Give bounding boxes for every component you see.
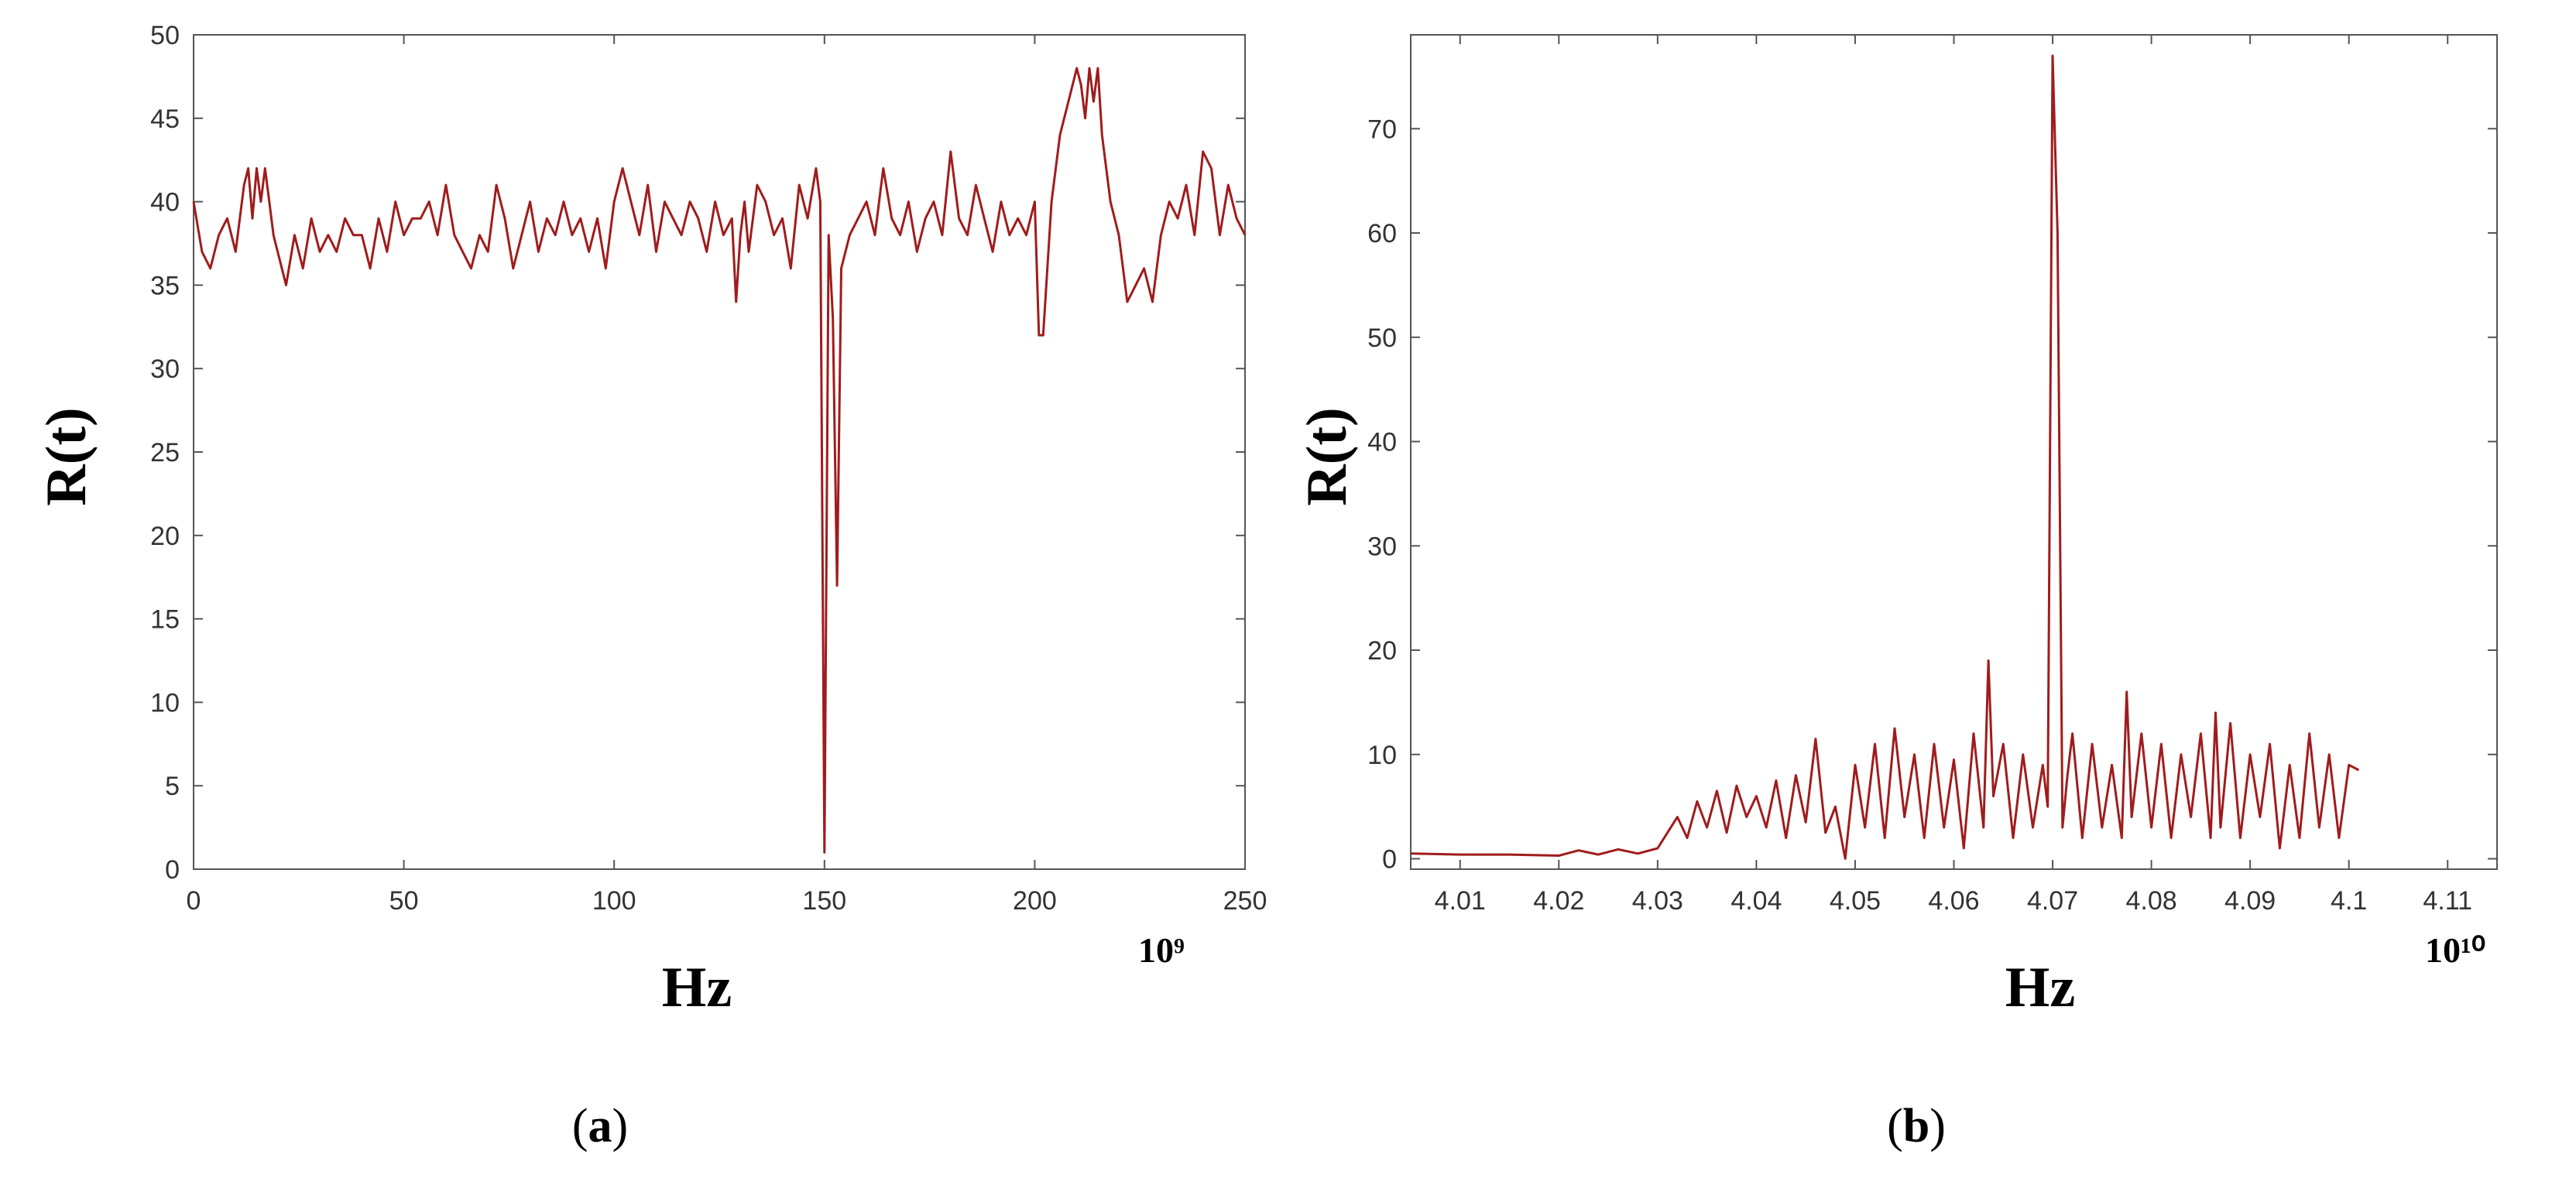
y-tick-label: 10 — [1367, 741, 1397, 770]
y-tick-label: 20 — [1367, 636, 1397, 666]
plot-frame — [1410, 34, 2498, 870]
plot-frame — [193, 34, 1246, 870]
x-tick-label: 4.02 — [1533, 886, 1584, 916]
y-axis-title: R(t) — [1295, 407, 1359, 505]
panel-label-open: ( — [572, 1100, 588, 1152]
y-tick-label: 50 — [150, 21, 180, 50]
x-axis-title: Hz — [662, 956, 732, 1019]
series-line-0 — [192, 67, 1247, 854]
panel-label-close: ) — [612, 1100, 629, 1152]
y-tick-label: 35 — [150, 271, 180, 300]
y-tick-label: 40 — [1367, 428, 1397, 457]
y-tick-label: 70 — [1367, 115, 1397, 144]
y-tick-label: 50 — [1367, 324, 1397, 353]
y-tick-label: 5 — [165, 772, 180, 801]
y-tick-label: 0 — [1382, 845, 1397, 875]
x-tick-label: 4.03 — [1632, 886, 1683, 916]
y-tick-label: 45 — [150, 104, 180, 134]
x-tick-label: 150 — [802, 886, 846, 916]
x-tick-label: 4.08 — [2125, 886, 2176, 916]
x-tick-label: 4.06 — [1928, 886, 1979, 916]
x-tick-label: 4.04 — [1730, 886, 1782, 916]
y-tick-label: 0 — [165, 855, 180, 885]
x-tick-label: 4.1 — [2331, 886, 2367, 916]
x-tick-label: 4.05 — [1830, 886, 1881, 916]
y-tick-label: 30 — [1367, 532, 1397, 561]
panel-b-chart: 4.01 4.02 4.03 4.04 4.05 4.06 4.07 4.08 4.09 4.1 4… — [1295, 34, 2498, 1152]
panel-a-chart: 0 50 100 150 200 250 0 5 10 15 20 25 30 35 40 45 50 Hz R(t… — [35, 21, 1267, 1152]
panel-label: (a) — [572, 1100, 628, 1152]
y-tick-label: 30 — [150, 354, 180, 384]
y-tick-label: 60 — [1367, 219, 1397, 248]
x-tick-label: 50 — [389, 886, 419, 916]
y-tick-label: 25 — [150, 438, 180, 467]
x-tick-label: 100 — [592, 886, 636, 916]
y-axis-title: R(t) — [35, 407, 98, 505]
panel-label: (b) — [1887, 1100, 1946, 1152]
x-axis-multiplier: 10¹⁰ — [2425, 930, 2485, 970]
x-tick-label: 4.11 — [2423, 886, 2472, 916]
panel-label-letter: b — [1903, 1100, 1929, 1152]
panel-label-letter: a — [588, 1100, 612, 1152]
x-tick-label: 4.01 — [1435, 886, 1486, 916]
x-tick-label: 0 — [187, 886, 201, 916]
panel-label-close: ) — [1929, 1100, 1946, 1152]
series-line-0 — [1410, 54, 2360, 860]
y-tick-label: 40 — [150, 188, 180, 217]
x-axis-multiplier: 10⁹ — [1138, 930, 1185, 970]
y-tick-label: 20 — [150, 522, 180, 551]
x-tick-label: 200 — [1013, 886, 1057, 916]
x-tick-label: 250 — [1223, 886, 1267, 916]
x-axis-title: Hz — [2005, 956, 2075, 1019]
panel-label-open: ( — [1887, 1100, 1903, 1152]
x-tick-label: 4.07 — [2027, 886, 2078, 916]
y-tick-label: 15 — [150, 605, 180, 635]
x-tick-label: 4.09 — [2224, 886, 2276, 916]
y-tick-label: 10 — [150, 688, 180, 717]
